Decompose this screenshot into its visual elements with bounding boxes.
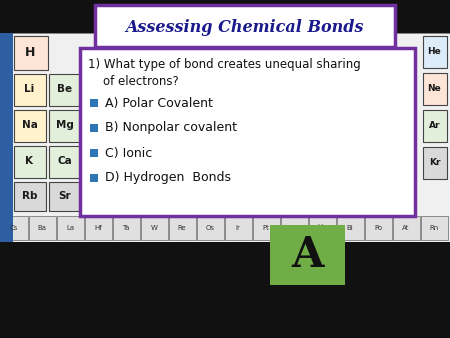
Bar bbox=[420, 216, 447, 240]
Text: 1) What type of bond creates unequal sharing: 1) What type of bond creates unequal sha… bbox=[88, 58, 361, 71]
Text: Mg: Mg bbox=[55, 121, 73, 130]
Bar bbox=[0, 33, 450, 242]
Bar bbox=[80, 48, 415, 216]
Bar bbox=[14, 145, 45, 177]
Bar bbox=[197, 216, 224, 240]
Text: D) Hydrogen  Bonds: D) Hydrogen Bonds bbox=[105, 171, 231, 185]
Text: A: A bbox=[291, 234, 324, 276]
Text: Cs: Cs bbox=[10, 224, 18, 231]
Text: Bi: Bi bbox=[346, 224, 353, 231]
Text: Rb: Rb bbox=[22, 191, 37, 201]
Text: Ca: Ca bbox=[57, 156, 72, 167]
Bar bbox=[90, 124, 98, 132]
Text: Li: Li bbox=[24, 84, 35, 95]
Text: La: La bbox=[66, 224, 74, 231]
Text: A) Polar Covalent: A) Polar Covalent bbox=[105, 97, 213, 110]
Bar bbox=[90, 174, 98, 182]
Text: Ne: Ne bbox=[428, 84, 441, 93]
Bar bbox=[0, 242, 450, 338]
Text: Po: Po bbox=[374, 224, 382, 231]
Text: Hf: Hf bbox=[94, 224, 102, 231]
Text: Pt: Pt bbox=[262, 224, 270, 231]
Bar bbox=[309, 216, 336, 240]
Text: Assessing Chemical Bonds: Assessing Chemical Bonds bbox=[126, 20, 364, 37]
Bar bbox=[14, 35, 48, 70]
Text: B) Nonpolar covalent: B) Nonpolar covalent bbox=[105, 121, 237, 135]
Bar bbox=[90, 99, 98, 107]
Text: Kr: Kr bbox=[429, 158, 440, 167]
Text: Ta: Ta bbox=[122, 224, 130, 231]
Text: Os: Os bbox=[206, 224, 215, 231]
Bar bbox=[57, 216, 84, 240]
Bar bbox=[14, 110, 45, 142]
Bar bbox=[392, 216, 419, 240]
Bar bbox=[225, 216, 252, 240]
Bar bbox=[49, 73, 81, 105]
Bar bbox=[364, 216, 392, 240]
Bar bbox=[423, 35, 446, 68]
Bar bbox=[337, 216, 364, 240]
Text: At: At bbox=[402, 224, 410, 231]
Bar bbox=[270, 225, 345, 285]
Text: Na: Na bbox=[22, 121, 37, 130]
Bar bbox=[95, 5, 395, 47]
Bar bbox=[0, 216, 27, 240]
Text: Re: Re bbox=[178, 224, 186, 231]
Text: Be: Be bbox=[57, 84, 72, 95]
Text: Rn: Rn bbox=[429, 224, 439, 231]
Bar bbox=[423, 72, 446, 104]
Text: Ir: Ir bbox=[235, 224, 240, 231]
Bar bbox=[28, 216, 55, 240]
Text: Ba: Ba bbox=[37, 224, 46, 231]
Text: He: He bbox=[428, 47, 441, 56]
Text: H: H bbox=[25, 46, 36, 59]
Bar bbox=[49, 182, 81, 211]
Bar bbox=[423, 110, 446, 142]
Bar bbox=[49, 145, 81, 177]
Text: K: K bbox=[26, 156, 33, 167]
Bar bbox=[90, 149, 98, 157]
Bar bbox=[112, 216, 140, 240]
Text: W: W bbox=[151, 224, 157, 231]
Bar bbox=[14, 182, 45, 211]
Bar bbox=[140, 216, 167, 240]
Text: of electrons?: of electrons? bbox=[88, 75, 179, 88]
Bar bbox=[14, 73, 45, 105]
Text: Ar: Ar bbox=[429, 121, 440, 130]
Text: Hg: Hg bbox=[317, 224, 327, 231]
Bar bbox=[49, 110, 81, 142]
Bar bbox=[168, 216, 195, 240]
Bar bbox=[0, 33, 13, 245]
Bar bbox=[423, 146, 446, 178]
Text: Sr: Sr bbox=[58, 191, 71, 201]
Bar bbox=[252, 216, 279, 240]
Bar bbox=[85, 216, 112, 240]
Bar bbox=[0, 0, 450, 33]
Bar bbox=[280, 216, 307, 240]
Text: C) Ionic: C) Ionic bbox=[105, 146, 152, 160]
Text: Au: Au bbox=[289, 224, 299, 231]
